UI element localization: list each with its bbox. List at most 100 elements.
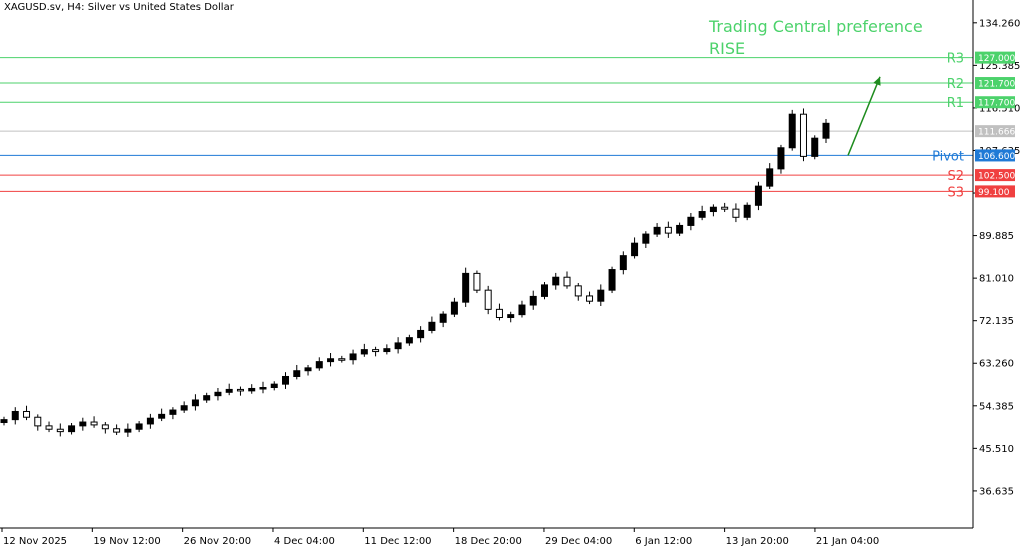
- candle-body: [597, 289, 605, 302]
- candle: [124, 423, 132, 437]
- candle-body: [743, 204, 751, 218]
- candle: [394, 337, 402, 354]
- level-label: R2: [947, 77, 964, 92]
- candle: [473, 270, 481, 294]
- candle-body: [642, 233, 650, 244]
- y-tick-label: 45.510: [979, 444, 1014, 455]
- candle: [484, 285, 492, 315]
- candle-body: [484, 289, 492, 310]
- candle: [11, 407, 19, 425]
- candle: [822, 118, 830, 143]
- candle-body: [676, 224, 684, 234]
- candle-body: [293, 370, 301, 377]
- candle: [619, 251, 627, 275]
- candle: [428, 316, 436, 334]
- candle: [405, 334, 413, 346]
- candle: [653, 223, 661, 237]
- candle: [360, 343, 368, 357]
- candle-body: [203, 395, 211, 401]
- preference-direction: RISE: [709, 39, 746, 58]
- candle: [68, 422, 76, 435]
- candle: [439, 311, 447, 328]
- chart-title: XAGUSD.sv, H4: Silver vs United States D…: [4, 2, 234, 13]
- candle: [631, 237, 639, 259]
- candle: [270, 381, 278, 391]
- candle-body: [822, 122, 830, 139]
- candle-body: [214, 391, 222, 397]
- candle: [338, 355, 346, 363]
- candle: [754, 181, 762, 211]
- candle-body: [799, 113, 807, 157]
- x-tick-label: 19 Nov 12:00: [93, 536, 160, 547]
- x-tick-label: 12 Nov 2025: [3, 536, 67, 547]
- candle: [698, 205, 706, 221]
- candle-body: [315, 361, 323, 369]
- candle: [135, 421, 143, 433]
- candle: [315, 357, 323, 371]
- y-tick-label: 116.510: [979, 103, 1020, 114]
- candle-body: [113, 428, 121, 433]
- y-tick-label: 72.135: [979, 316, 1014, 327]
- x-tick-label: 29 Dec 04:00: [545, 536, 612, 547]
- candle-body: [79, 421, 87, 427]
- level-tag: [975, 51, 1015, 64]
- candle: [417, 326, 425, 343]
- candle-body: [473, 272, 481, 291]
- candle-body: [529, 295, 537, 306]
- level-tag: [975, 149, 1015, 162]
- candle: [90, 416, 98, 428]
- candle: [529, 290, 537, 310]
- y-tick-label: 125.385: [979, 61, 1020, 72]
- candle: [349, 349, 357, 365]
- candle-body: [394, 342, 402, 350]
- candle: [79, 417, 87, 431]
- level-tag: [975, 96, 1015, 109]
- candle-body: [766, 168, 774, 187]
- candle-body: [732, 208, 740, 218]
- candle-body: [282, 375, 290, 385]
- x-tick-label: 11 Dec 12:00: [364, 536, 431, 547]
- candle: [225, 383, 233, 396]
- candle-body: [34, 416, 42, 427]
- candle-body: [90, 421, 98, 426]
- candle: [642, 231, 650, 248]
- candle-body: [68, 425, 76, 433]
- candle-body: [101, 424, 109, 430]
- candle-body: [507, 314, 515, 319]
- candle-body: [158, 413, 166, 419]
- candle: [56, 423, 64, 437]
- candle-body: [56, 428, 64, 433]
- candle: [777, 144, 785, 174]
- y-tick-label: 81.010: [979, 274, 1014, 285]
- level-tag-text: 121.700: [978, 80, 1015, 90]
- candle-body: [687, 216, 695, 226]
- candle-body: [439, 313, 447, 323]
- candle: [259, 381, 267, 394]
- y-tick-label: 89.885: [979, 231, 1014, 242]
- candle-body: [754, 185, 762, 206]
- level-tag: [975, 77, 1015, 90]
- candle-body: [540, 284, 548, 297]
- candle-body: [552, 276, 560, 286]
- level-label: R1: [947, 96, 964, 111]
- candle: [23, 405, 31, 421]
- candle-body: [619, 255, 627, 271]
- x-tick-label: 6 Jan 12:00: [635, 536, 692, 547]
- candle-body: [664, 226, 672, 234]
- candle: [766, 163, 774, 190]
- candle: [236, 386, 244, 396]
- candle: [214, 387, 222, 401]
- candle: [372, 346, 380, 357]
- candle-body: [383, 348, 391, 353]
- candle: [732, 203, 740, 223]
- candle: [248, 384, 256, 394]
- candle: [203, 392, 211, 403]
- candle-body: [304, 367, 312, 372]
- candle-body: [372, 349, 380, 353]
- candle: [664, 221, 672, 238]
- candle-body: [698, 211, 706, 218]
- candle: [540, 282, 548, 300]
- candle-body: [777, 147, 785, 170]
